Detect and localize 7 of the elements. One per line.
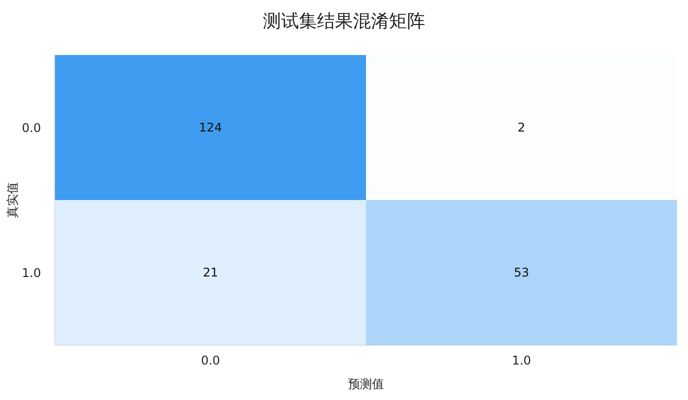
data-label: 124: [199, 120, 222, 134]
x-axis-title: 预测值: [348, 377, 384, 391]
data-label: 53: [514, 266, 530, 280]
data-label: 21: [202, 266, 218, 280]
y-axis-title: 真实值: [5, 182, 20, 218]
chart-title: 测试集结果混淆矩阵: [262, 11, 426, 33]
data-label: 2: [518, 120, 526, 134]
